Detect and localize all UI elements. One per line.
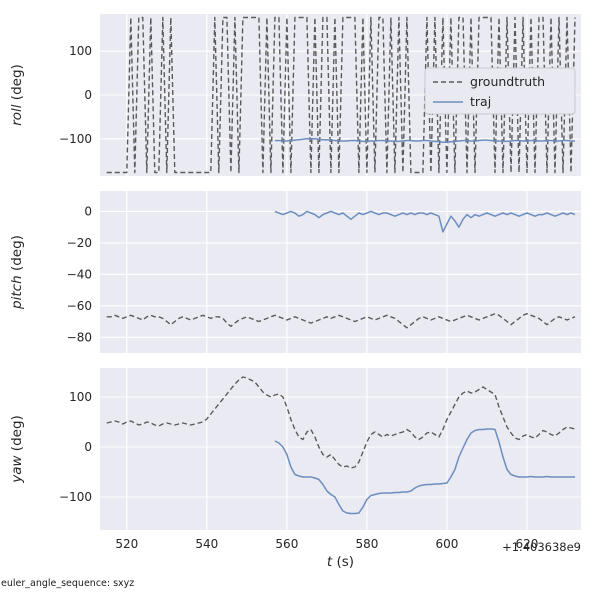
svg-text:100: 100 bbox=[69, 44, 92, 58]
svg-text:−60: −60 bbox=[67, 299, 92, 313]
svg-text:+1.403638e9: +1.403638e9 bbox=[502, 540, 581, 554]
svg-text:−100: −100 bbox=[59, 490, 92, 504]
svg-text:traj: traj bbox=[470, 94, 491, 109]
footnote: euler_angle_sequence: sxyz bbox=[1, 578, 135, 589]
svg-text:pitch (deg): pitch (deg) bbox=[9, 235, 25, 310]
svg-text:−20: −20 bbox=[67, 236, 92, 250]
svg-text:0: 0 bbox=[84, 88, 92, 102]
svg-text:t (s): t (s) bbox=[327, 554, 354, 570]
svg-text:620: 620 bbox=[516, 537, 539, 551]
svg-text:580: 580 bbox=[355, 537, 378, 551]
svg-text:100: 100 bbox=[69, 390, 92, 404]
svg-text:−100: −100 bbox=[59, 132, 92, 146]
svg-text:0: 0 bbox=[84, 440, 92, 454]
svg-text:520: 520 bbox=[115, 537, 138, 551]
svg-text:540: 540 bbox=[195, 537, 218, 551]
svg-text:600: 600 bbox=[435, 537, 458, 551]
svg-text:−80: −80 bbox=[67, 330, 92, 344]
svg-text:yaw (deg): yaw (deg) bbox=[9, 415, 25, 484]
svg-text:0: 0 bbox=[84, 204, 92, 218]
svg-text:−40: −40 bbox=[67, 267, 92, 281]
svg-text:roll (deg): roll (deg) bbox=[9, 64, 25, 126]
svg-text:groundtruth: groundtruth bbox=[470, 74, 545, 89]
svg-text:560: 560 bbox=[275, 537, 298, 551]
